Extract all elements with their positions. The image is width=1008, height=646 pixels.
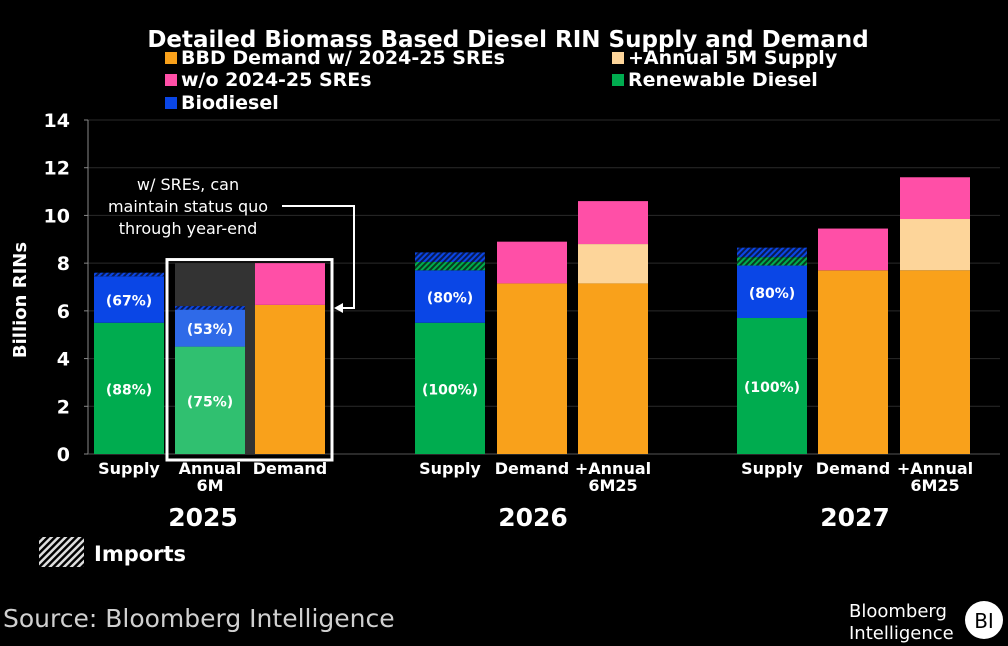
bar-segment-biodiesel xyxy=(737,265,807,319)
annotation-line-2: maintain status quo xyxy=(108,197,268,216)
bar-segment-imports-bd xyxy=(415,252,485,262)
x-tick-label: 6M xyxy=(196,476,223,495)
year-label: 2025 xyxy=(168,503,238,532)
legend: BBD Demand w/ 2024-25 SREs +Annual 5M Sup… xyxy=(165,47,838,114)
legend-label: BBD Demand w/ 2024-25 SREs xyxy=(181,47,505,69)
bar-segment-renewable-diesel xyxy=(175,346,245,454)
y-tick-label: 12 xyxy=(44,158,70,180)
source-text: Source: Bloomberg Intelligence xyxy=(3,604,395,633)
highlight-background xyxy=(245,263,256,454)
annotation-arrow xyxy=(282,205,355,309)
x-tick-label: 6M25 xyxy=(910,476,959,495)
bar-segment-w-o-2024-25-sres xyxy=(818,228,888,271)
legend-swatch xyxy=(165,52,177,64)
legend-label: Renewable Diesel xyxy=(628,69,818,91)
y-axis-label: Billion RINs xyxy=(10,242,31,358)
legend-swatch xyxy=(165,97,177,109)
legend-label: Biodiesel xyxy=(181,92,279,114)
logo-badge xyxy=(965,601,1003,639)
x-tick-label: Demand xyxy=(253,459,327,478)
bar-segment-imports xyxy=(175,306,245,310)
imports-legend-label: Imports xyxy=(94,542,186,566)
data-label: (88%) xyxy=(106,382,152,398)
x-tick-label: +Annual xyxy=(575,459,651,478)
bar-segment-w-o-2024-25-sres xyxy=(578,201,648,245)
arrow-head xyxy=(334,303,343,313)
bar-segment-imports-rd xyxy=(737,257,807,266)
data-label: (75%) xyxy=(187,394,233,410)
y-tick-label: 10 xyxy=(44,205,70,227)
annotation-line-3: through year-end xyxy=(119,219,258,238)
bar-segment-imports-bd xyxy=(737,247,807,258)
bar-segment-renewable-diesel xyxy=(94,322,164,454)
y-tick-label: 0 xyxy=(57,444,70,466)
bar-segment-imports-rd xyxy=(415,261,485,271)
bar-segment-w-o-2024-25-sres xyxy=(900,177,970,220)
bar-segment-biodiesel xyxy=(175,309,245,347)
y-tick-label: 14 xyxy=(44,110,70,132)
chart-title: Detailed Biomass Based Diesel RIN Supply… xyxy=(147,27,868,53)
x-tick-label: Supply xyxy=(419,459,481,478)
x-tick-label: 6M25 xyxy=(588,476,637,495)
data-label: (80%) xyxy=(427,291,473,307)
x-tick-label: Supply xyxy=(741,459,803,478)
logo-line-2: Intelligence xyxy=(849,623,954,644)
legend-swatch xyxy=(165,74,177,86)
logo-badge-text: BI xyxy=(974,609,994,633)
bar-segment--annual-5m-supply xyxy=(578,244,648,284)
annotation: w/ SREs, can maintain status quo through… xyxy=(108,175,355,313)
y-tick-label: 2 xyxy=(57,396,70,418)
logo-line-1: Bloomberg xyxy=(849,601,947,622)
legend-label: +Annual 5M Supply xyxy=(628,47,838,69)
legend-swatch xyxy=(612,52,624,64)
bar-segment--annual-5m-supply xyxy=(900,219,970,271)
legend-swatch xyxy=(612,74,624,86)
annotation-line-1: w/ SREs, can xyxy=(137,175,239,194)
y-tick-label: 4 xyxy=(57,349,70,371)
bar-segment-renewable-diesel xyxy=(737,318,807,454)
highlight-box xyxy=(165,258,334,462)
bar-segment-bbd-demand-w-2024-25-sres xyxy=(578,283,648,454)
data-label: (100%) xyxy=(422,382,478,398)
data-label: (80%) xyxy=(749,286,795,302)
bar-segment-renewable-diesel xyxy=(415,322,485,454)
bar-segment-w-o-2024-25-sres xyxy=(255,263,325,305)
bar-segment-bbd-demand-w-2024-25-sres xyxy=(255,304,325,454)
x-tick-label: Annual xyxy=(179,459,242,478)
legend-label: w/o 2024-25 SREs xyxy=(181,69,372,91)
year-label: 2026 xyxy=(498,503,568,532)
bar-segment-biodiesel xyxy=(94,276,164,323)
bar-segment-imports xyxy=(94,272,164,277)
imports-legend-swatch xyxy=(39,537,84,567)
year-label: 2027 xyxy=(820,503,890,532)
x-tick-label: Demand xyxy=(495,459,569,478)
data-label: (67%) xyxy=(106,294,152,310)
bar-segment-w-o-2024-25-sres xyxy=(497,241,567,284)
bar-segment-bbd-demand-w-2024-25-sres xyxy=(900,270,970,454)
bar-segment-biodiesel xyxy=(415,270,485,323)
x-tick-label: Demand xyxy=(816,459,890,478)
bar-segment-bbd-demand-w-2024-25-sres xyxy=(818,270,888,454)
data-label: (100%) xyxy=(744,380,800,396)
data-label: (53%) xyxy=(187,322,233,338)
y-tick-label: 8 xyxy=(57,253,70,275)
x-tick-label: +Annual xyxy=(897,459,973,478)
y-tick-label: 6 xyxy=(57,301,70,323)
x-tick-label: Supply xyxy=(98,459,160,478)
bar-segment-bbd-demand-w-2024-25-sres xyxy=(497,283,567,454)
